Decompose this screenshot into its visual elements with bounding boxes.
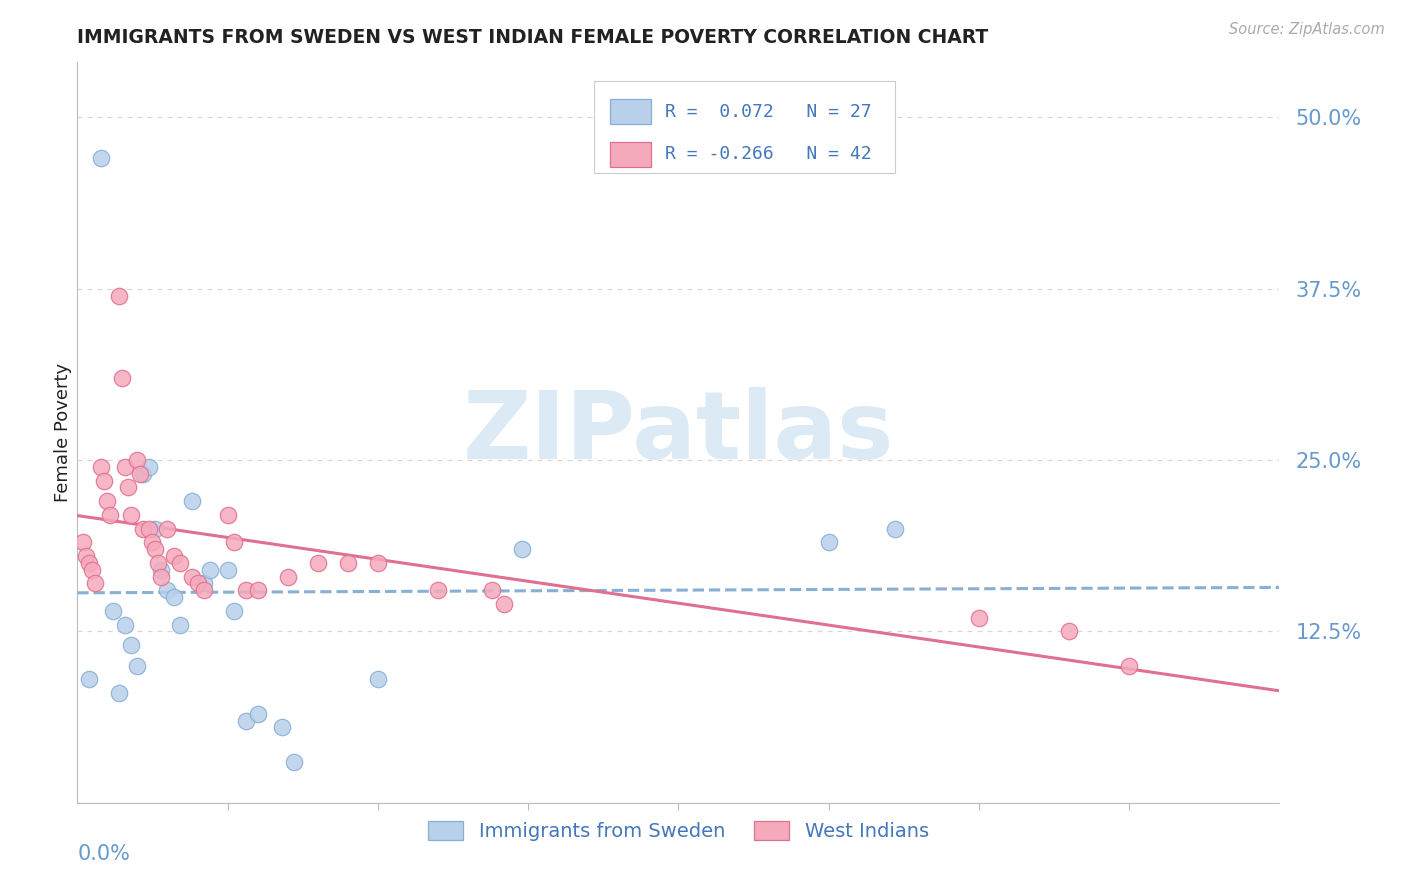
Point xyxy=(336,556,359,570)
Point xyxy=(367,673,389,687)
Point xyxy=(120,638,142,652)
Text: R = -0.266   N = 42: R = -0.266 N = 42 xyxy=(665,145,872,163)
Point xyxy=(103,604,125,618)
Point xyxy=(114,459,136,474)
Point xyxy=(145,522,167,536)
Point xyxy=(150,569,173,583)
Point xyxy=(222,535,245,549)
Point xyxy=(510,542,533,557)
Point xyxy=(169,556,191,570)
Point xyxy=(162,549,184,563)
Point xyxy=(270,720,292,734)
Point xyxy=(186,576,209,591)
Point xyxy=(246,583,269,598)
Point xyxy=(79,556,101,570)
Point xyxy=(138,459,160,474)
Point xyxy=(93,474,115,488)
Point xyxy=(79,673,101,687)
Point xyxy=(1118,658,1140,673)
Point xyxy=(162,590,184,604)
Point xyxy=(75,549,97,563)
Point xyxy=(129,467,152,481)
Point xyxy=(132,522,155,536)
Point xyxy=(367,556,389,570)
Point xyxy=(494,597,516,611)
Point xyxy=(883,522,905,536)
FancyBboxPatch shape xyxy=(595,81,894,173)
Point xyxy=(138,522,160,536)
Point xyxy=(156,583,179,598)
FancyBboxPatch shape xyxy=(610,99,651,125)
Point xyxy=(72,535,94,549)
Point xyxy=(198,563,221,577)
Point xyxy=(148,556,170,570)
FancyBboxPatch shape xyxy=(610,142,651,167)
Point xyxy=(156,522,179,536)
Point xyxy=(169,617,191,632)
Point xyxy=(222,604,245,618)
Point xyxy=(481,583,503,598)
Point xyxy=(427,583,450,598)
Point xyxy=(817,535,839,549)
Point xyxy=(84,576,107,591)
Point xyxy=(150,563,173,577)
Point xyxy=(217,508,239,522)
Point xyxy=(145,542,167,557)
Point xyxy=(96,494,118,508)
Text: 0.0%: 0.0% xyxy=(77,844,131,863)
Y-axis label: Female Poverty: Female Poverty xyxy=(55,363,73,502)
Point xyxy=(114,617,136,632)
Point xyxy=(132,467,155,481)
Point xyxy=(283,755,305,769)
Text: IMMIGRANTS FROM SWEDEN VS WEST INDIAN FEMALE POVERTY CORRELATION CHART: IMMIGRANTS FROM SWEDEN VS WEST INDIAN FE… xyxy=(77,28,988,47)
Text: ZIPatlas: ZIPatlas xyxy=(463,386,894,479)
Point xyxy=(90,459,112,474)
Point xyxy=(82,563,104,577)
Point xyxy=(180,569,202,583)
Point xyxy=(90,152,112,166)
Text: R =  0.072   N = 27: R = 0.072 N = 27 xyxy=(665,103,872,121)
Point xyxy=(193,583,215,598)
Point xyxy=(1057,624,1080,639)
Point xyxy=(307,556,329,570)
Point xyxy=(235,583,257,598)
Point xyxy=(193,576,215,591)
Point xyxy=(180,494,202,508)
Point xyxy=(117,480,139,494)
Point xyxy=(108,686,131,700)
Point xyxy=(217,563,239,577)
Point xyxy=(127,453,149,467)
Point xyxy=(127,658,149,673)
Point xyxy=(277,569,299,583)
Point xyxy=(111,371,134,385)
Legend: Immigrants from Sweden, West Indians: Immigrants from Sweden, West Indians xyxy=(420,814,936,848)
Point xyxy=(100,508,122,522)
Point xyxy=(120,508,142,522)
Point xyxy=(246,706,269,721)
Point xyxy=(108,288,131,302)
Point xyxy=(141,535,163,549)
Point xyxy=(967,610,990,624)
Point xyxy=(235,714,257,728)
Text: Source: ZipAtlas.com: Source: ZipAtlas.com xyxy=(1229,22,1385,37)
